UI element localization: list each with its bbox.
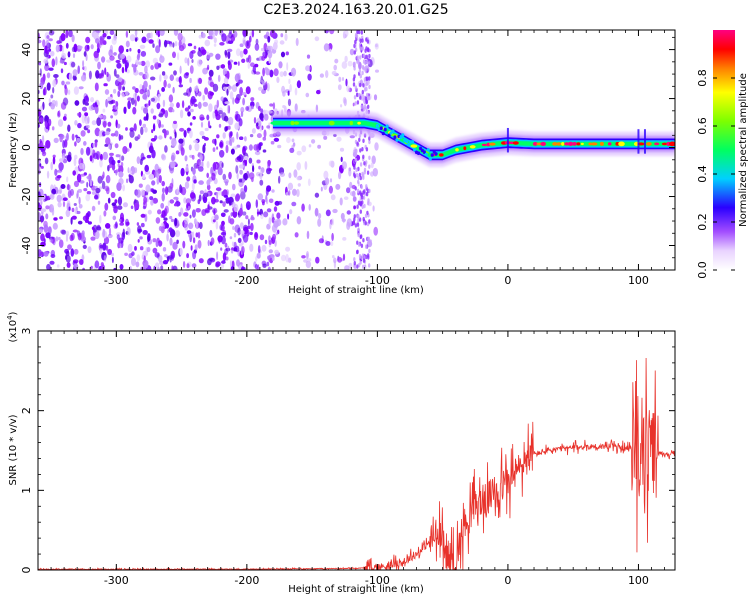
- bottom-x-ticks: -300 -200 -100 0 100: [50, 331, 665, 587]
- y-tick-label: 3: [20, 328, 33, 335]
- chart-title: C2E3.2024.163.20.01.G25: [263, 2, 448, 18]
- colorbar-tick-label: 0.4: [696, 165, 709, 183]
- y-tick-label: 20: [20, 92, 33, 106]
- bottom-plot-frame: [37, 330, 676, 571]
- top-x-axis-label: Height of straight line (km): [288, 285, 424, 296]
- y-tick-label: 1: [20, 487, 33, 494]
- snr-panel: -300 -200 -100 0 100 0 1 2 3 Height of straight…: [6, 311, 676, 595]
- bottom-y-multiplier: (x104): [6, 311, 19, 342]
- x-tick-label: -300: [104, 274, 129, 287]
- colorbar-label: Normalized spectral amplitude: [738, 73, 749, 227]
- colorbar-tick-label: 0.6: [696, 117, 709, 135]
- bottom-x-axis-label: Height of straight line (km): [288, 584, 424, 595]
- x-tick-label: -200: [234, 574, 259, 587]
- x-tick-label: 0: [504, 274, 511, 287]
- top-plot-frame: [37, 29, 676, 271]
- colorbar-gradient: [713, 30, 735, 270]
- colorbar-ticks: 0.0 0.2 0.4 0.6 0.8: [696, 69, 735, 279]
- x-tick-label: -300: [104, 574, 129, 587]
- top-y-ticks: -40 -20 0 20 40: [20, 36, 675, 259]
- x-tick-label: 0: [504, 574, 511, 587]
- colorbar: 0.0 0.2 0.4 0.6 0.8 Normalized spectral ampl…: [696, 30, 749, 279]
- snr-series-line: [38, 357, 675, 570]
- x-tick-label: -100: [365, 274, 390, 287]
- x-tick-label: 100: [628, 274, 649, 287]
- colorbar-tick-label: 0.0: [696, 261, 709, 279]
- colorbar-tick-label: 0.8: [696, 69, 709, 87]
- x-tick-label: 100: [628, 574, 649, 587]
- y-tick-label: 2: [20, 407, 33, 414]
- x-tick-label: -200: [234, 274, 259, 287]
- y-tick-label: 0: [20, 567, 33, 574]
- bottom-y-ticks: 0 1 2 3: [20, 328, 675, 574]
- top-y-axis-label: Frequency (Hz): [8, 112, 19, 188]
- y-tick-label: 40: [20, 43, 33, 57]
- y-tick-label: 0: [20, 144, 33, 151]
- colorbar-tick-label: 0.2: [696, 213, 709, 231]
- spectrogram-ridge: [270, 110, 675, 168]
- top-x-ticks: -300 -200 -100 0 100: [50, 30, 665, 287]
- bottom-y-axis-label: SNR (10 * v/v): [8, 414, 19, 485]
- x-tick-label: -100: [365, 574, 390, 587]
- y-tick-label: -20: [20, 188, 33, 206]
- y-tick-label: -40: [20, 237, 33, 255]
- spectrogram-noise: [38, 30, 379, 270]
